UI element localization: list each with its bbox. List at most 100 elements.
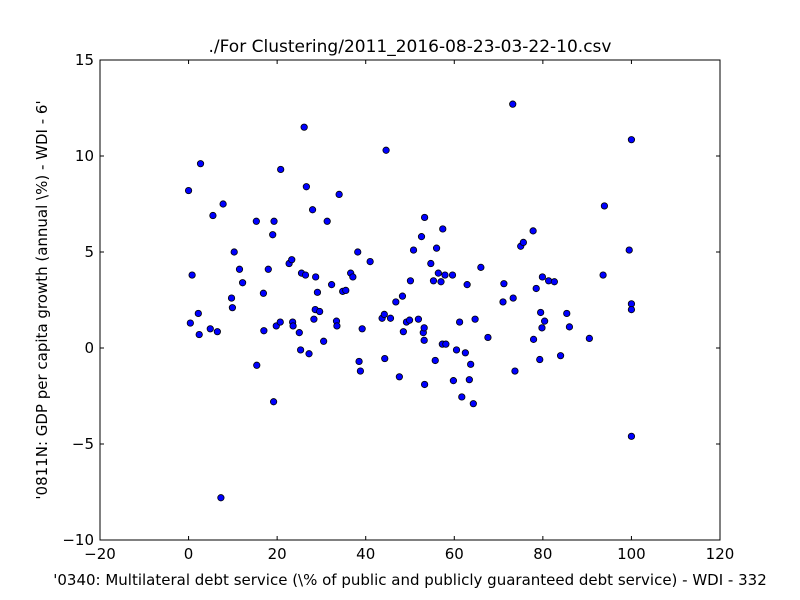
data-point <box>269 231 277 239</box>
data-point <box>461 349 469 357</box>
data-point <box>227 294 236 302</box>
data-point <box>627 432 636 440</box>
data-point <box>538 324 546 332</box>
data-point <box>448 271 457 279</box>
data-point <box>437 278 445 286</box>
data-point <box>421 380 429 389</box>
data-point <box>228 304 237 312</box>
data-point <box>417 233 426 241</box>
data-point <box>184 186 193 195</box>
y-tick-label: 15 <box>75 51 94 69</box>
data-point <box>465 376 473 384</box>
data-point <box>300 123 308 131</box>
data-point <box>406 277 415 285</box>
data-point <box>536 355 544 364</box>
x-tick-label: 60 <box>445 545 464 563</box>
x-tick-label: 20 <box>268 545 287 563</box>
data-point <box>320 337 328 345</box>
y-axis-label: '0811N: GDP per capita growth (annual \%… <box>33 100 51 499</box>
x-tick-label: 100 <box>617 545 646 563</box>
data-point <box>500 280 508 288</box>
data-point <box>439 225 447 233</box>
data-point <box>264 265 272 273</box>
data-point <box>269 398 278 406</box>
data-point <box>627 305 636 314</box>
data-point <box>599 271 607 279</box>
data-point <box>328 281 336 289</box>
y-tick-label: −5 <box>72 435 94 453</box>
chart-title: ./For Clustering/2011_2016-08-23-03-22-1… <box>209 37 612 57</box>
data-point <box>381 354 389 363</box>
data-point <box>434 269 442 277</box>
data-point <box>301 271 310 279</box>
x-tick-label: 120 <box>706 545 735 563</box>
data-point <box>441 271 449 279</box>
data-point <box>541 317 549 325</box>
x-tick-label: 0 <box>184 545 194 563</box>
data-point <box>563 309 571 318</box>
data-point <box>335 190 343 198</box>
data-point <box>484 333 492 342</box>
data-point <box>499 298 507 306</box>
data-point <box>217 494 225 502</box>
data-point <box>259 289 268 297</box>
data-point <box>509 294 517 302</box>
data-point <box>409 246 418 254</box>
data-point <box>414 315 423 323</box>
data-point <box>420 324 428 332</box>
data-point <box>342 286 350 294</box>
data-point <box>270 217 278 225</box>
data-point <box>333 322 341 330</box>
data-point <box>308 206 317 214</box>
data-point <box>213 328 221 336</box>
data-point <box>323 217 331 225</box>
data-point <box>358 325 366 333</box>
data-point <box>386 314 395 322</box>
data-point <box>297 346 305 354</box>
data-point <box>427 259 435 268</box>
data-point <box>277 165 285 174</box>
data-point <box>349 273 357 281</box>
data-point <box>432 244 441 252</box>
data-point <box>585 334 593 342</box>
data-point <box>305 350 313 358</box>
data-point <box>529 335 538 343</box>
data-point <box>471 315 479 323</box>
x-tick-label: 40 <box>356 545 375 563</box>
data-point <box>627 136 636 144</box>
data-point <box>356 367 364 375</box>
data-point <box>230 248 238 256</box>
data-point <box>420 336 428 344</box>
data-point <box>532 284 540 293</box>
data-point <box>449 377 457 385</box>
data-point <box>252 217 260 225</box>
data-point <box>188 271 196 279</box>
plot-frame <box>99 59 721 541</box>
data-point <box>316 307 324 316</box>
x-tick-label: 80 <box>533 545 552 563</box>
data-point <box>366 257 374 266</box>
data-point <box>405 316 414 324</box>
data-point <box>355 357 363 366</box>
data-point <box>458 393 466 401</box>
data-point <box>276 318 284 326</box>
data-point <box>302 183 310 191</box>
data-point <box>550 278 558 286</box>
data-point <box>538 273 547 281</box>
x-axis-label: '0340: Multilateral debt service (\% of … <box>53 571 767 589</box>
data-point <box>463 281 471 289</box>
data-point <box>600 202 609 210</box>
data-point <box>239 279 247 287</box>
data-point <box>186 319 194 327</box>
data-point <box>477 263 485 271</box>
x-tick-label: −20 <box>84 545 116 563</box>
data-point <box>395 373 403 381</box>
data-point <box>421 213 429 222</box>
data-point <box>196 160 205 168</box>
data-point <box>431 356 439 365</box>
y-tick-label: 10 <box>75 147 94 165</box>
data-point <box>206 325 214 333</box>
ticks-layer: −20 0 20 40 60 80 100 120 −10 −5 0 5 10 15 <box>62 51 734 563</box>
